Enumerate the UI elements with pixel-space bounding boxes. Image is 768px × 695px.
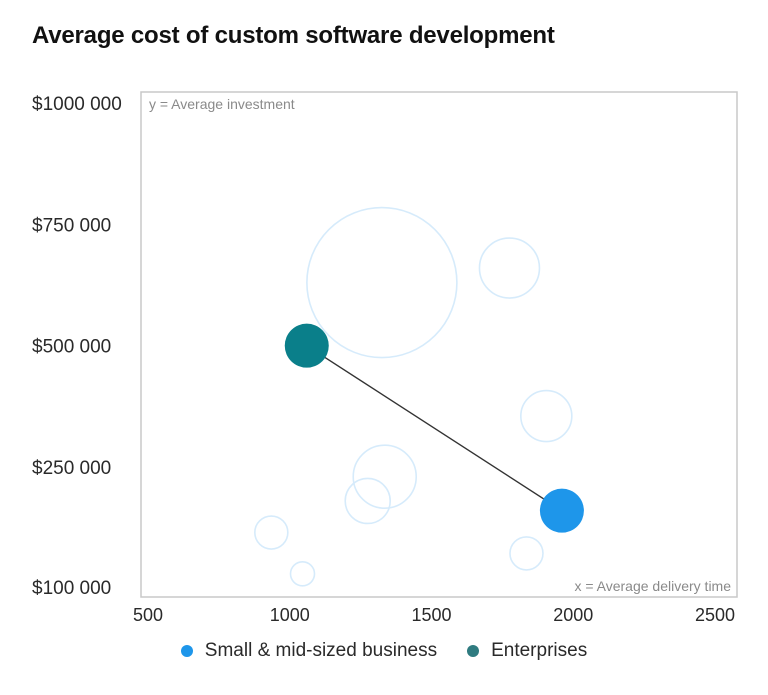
- legend-label-smb: Small & mid-sized business: [204, 640, 438, 661]
- x-axis-label: x = Average delivery time: [574, 578, 731, 594]
- background-bubble: [344, 477, 392, 525]
- legend-marker-enterprises: [467, 645, 480, 657]
- background-bubble: [352, 444, 418, 510]
- background-bubble: [509, 536, 544, 571]
- legend-label-enterprises: Enterprises: [491, 640, 588, 661]
- y-tick-label: $1000 000: [32, 94, 122, 115]
- background-bubble: [478, 237, 541, 299]
- data-points: [284, 323, 584, 533]
- legend-marker-smb: [180, 645, 193, 657]
- background-bubble: [254, 515, 289, 550]
- y-tick-label: $250 000: [32, 458, 111, 479]
- y-axis-ticks: $100 000 $250 000 $500 000 $750 000 $1000 00…: [32, 94, 122, 599]
- legend-item-enterprises[interactable]: Enterprises: [467, 640, 587, 662]
- plot-frame: [140, 91, 738, 598]
- connector-line: [306, 345, 563, 512]
- y-tick-label: $750 000: [32, 215, 111, 236]
- y-axis-label: y = Average investment: [149, 96, 295, 112]
- legend: Small & mid-sized business Enterprises: [0, 640, 768, 662]
- y-tick-label: $100 000: [32, 578, 111, 599]
- data-point-enterprises[interactable]: [284, 323, 329, 368]
- background-bubbles: [254, 206, 573, 587]
- background-bubble: [306, 206, 458, 359]
- x-tick-label: 500: [133, 605, 163, 625]
- background-bubble: [520, 389, 573, 443]
- data-point-small-mid-sized-business[interactable]: [539, 488, 584, 533]
- x-tick-label: 1000: [270, 605, 310, 625]
- x-tick-label: 1500: [411, 605, 451, 625]
- chart-title: Average cost of custom software developm…: [32, 22, 555, 49]
- x-axis-ticks: 500 1000 1500 2000 2500: [133, 605, 735, 625]
- background-bubble: [289, 560, 316, 587]
- legend-item-smb[interactable]: Small & mid-sized business: [180, 640, 438, 662]
- x-tick-label: 2500: [695, 605, 735, 625]
- scatter-chart: $100 000 $250 000 $500 000 $750 000 $1000 00…: [32, 91, 738, 625]
- connector-layer: [306, 345, 563, 512]
- y-tick-label: $500 000: [32, 337, 111, 358]
- x-tick-label: 2000: [553, 605, 593, 625]
